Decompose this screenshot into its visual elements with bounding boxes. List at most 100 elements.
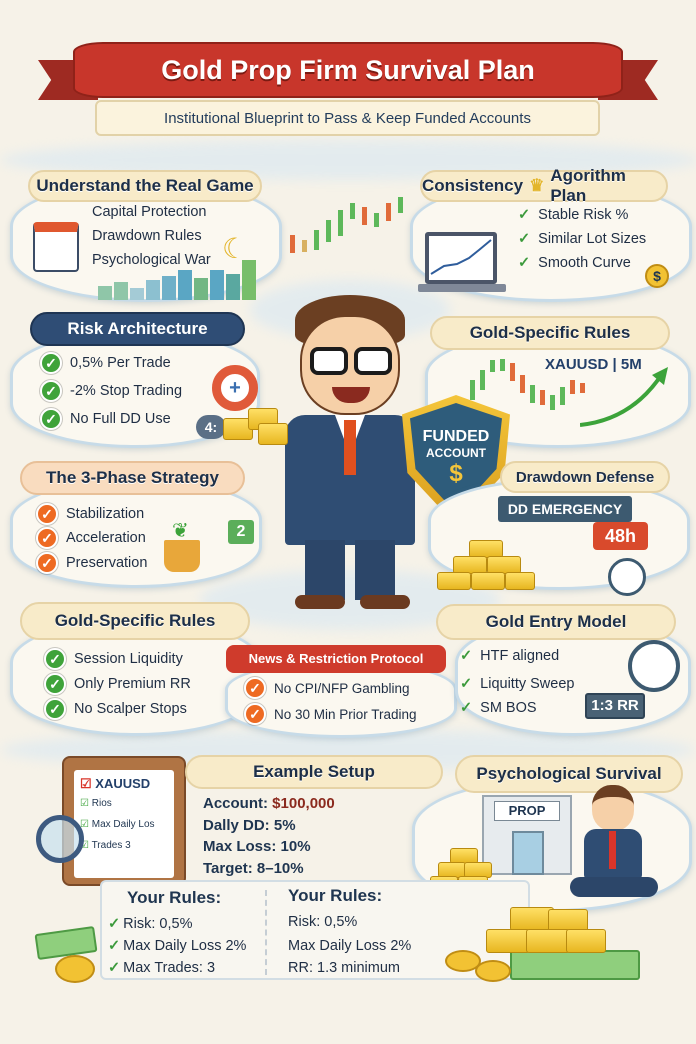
- entry-item: HTF aligned: [480, 648, 560, 664]
- gold-bars-held: [218, 398, 298, 448]
- prop-sign: PROP: [494, 801, 560, 821]
- check-circle-icon: ✓: [44, 673, 66, 695]
- three-phase-title: The 3-Phase Strategy: [20, 461, 245, 495]
- gold-rule-item: Only Premium RR: [74, 676, 191, 692]
- check-circle-icon: ✓: [36, 503, 58, 525]
- subtitle-box: Institutional Blueprint to Pass & Keep F…: [95, 100, 600, 136]
- check-icon: ✓: [460, 700, 473, 716]
- consistency-item: Stable Risk %: [538, 207, 629, 223]
- rules-left-item: Max Trades: 3: [123, 960, 216, 976]
- suit: [285, 415, 415, 545]
- gold-rule-item: No Scalper Stops: [74, 701, 187, 717]
- rules-right-title: Your Rules:: [288, 886, 383, 905]
- gold-bars-stack: [435, 540, 535, 592]
- rules-right-item: Risk: 0,5%: [288, 914, 358, 930]
- clipboard-item: ☑ Max Daily Los: [80, 819, 155, 830]
- calendar-icon: [33, 222, 79, 272]
- check-icon: ✓: [460, 676, 473, 692]
- phase-item: Preservation: [66, 555, 148, 571]
- shoe: [360, 595, 410, 609]
- face: [300, 315, 400, 415]
- gauge-icon: [628, 640, 680, 692]
- phase-item: Stabilization: [66, 506, 145, 522]
- clipboard-item: ☑ XAUUSD: [80, 776, 151, 791]
- entry-item: SM BOS: [480, 700, 537, 716]
- risk-item: 0,5% Per Trade: [70, 355, 171, 371]
- check-icon: ✓: [518, 255, 531, 271]
- up-arrow-icon: [580, 367, 668, 427]
- coin-icon: $: [645, 264, 669, 288]
- rr-badge: 1:3 RR: [585, 693, 645, 719]
- gold-rules-top-title: Gold-Specific Rules: [430, 316, 670, 350]
- risk-item: -2% Stop Trading: [70, 383, 183, 399]
- example-details: Account: $100,000 Dally DD: 5% Max Loss:…: [203, 793, 335, 879]
- example-line: Target: 8–10%: [203, 859, 304, 877]
- clipboard-item: ☑ Trades 3: [80, 840, 131, 851]
- check-circle-icon: ✓: [244, 703, 266, 725]
- real-game-item: Psychological War: [92, 252, 211, 268]
- prop-building: PROP: [482, 795, 572, 875]
- shield-line2: ACCOUNT: [426, 446, 486, 460]
- phase-tag: 2: [228, 520, 254, 544]
- account-value: $100,000: [272, 795, 335, 812]
- news-item: No 30 Min Prior Trading: [274, 706, 417, 722]
- check-circle-icon: ✓: [244, 677, 266, 699]
- gold-rules-bottom-title: Gold-Specific Rules: [20, 602, 250, 640]
- clipboard: ☑ XAUUSD ☑ Rios ☑ Max Daily Los ☑ Trades…: [62, 756, 186, 886]
- laptop-icon: [425, 232, 497, 284]
- consistency-item: Smooth Curve: [538, 255, 631, 271]
- check-icon: ✓: [518, 231, 531, 247]
- trader-character: [250, 290, 470, 610]
- page-title: Gold Prop Firm Survival Plan: [161, 54, 535, 85]
- check-circle-icon: ✓: [36, 527, 58, 549]
- check-circle-icon: ✓: [44, 698, 66, 720]
- real-game-item: Capital Protection: [92, 204, 207, 220]
- alarm-clock-icon: [608, 558, 646, 596]
- phase-item: Acceleration: [66, 530, 146, 546]
- bar-chart-decoration: [98, 254, 258, 300]
- plant-pot-icon: [164, 540, 200, 572]
- line-chart-icon: [430, 239, 492, 275]
- check-icon: ✓: [108, 938, 121, 954]
- sprout-icon: ❦: [172, 520, 189, 542]
- entry-item: Liquitty Sweep: [480, 676, 575, 692]
- lifebuoy-icon: +: [212, 365, 258, 411]
- check-icon: ✓: [460, 648, 473, 664]
- risk-title: Risk Architecture: [30, 312, 245, 346]
- leg-right: [355, 540, 395, 600]
- dollar-icon: $: [449, 460, 463, 487]
- risk-item: No Full DD Use: [70, 411, 171, 427]
- rules-right-item: Max Daily Loss 2%: [288, 938, 412, 954]
- news-item: No CPI/NFP Gambling: [274, 680, 410, 696]
- laptop-base: [418, 284, 506, 292]
- check-icon: ✓: [518, 207, 531, 223]
- clipboard-item: ☑ Rios: [80, 798, 112, 809]
- risk-badge: 4:: [196, 415, 226, 439]
- xauusd-label: XAUUSD | 5M: [545, 356, 642, 373]
- consistency-title: Consistency ♛ Agorithm Plan: [420, 166, 668, 205]
- news-title: News & Restriction Protocol: [226, 645, 446, 673]
- account-label: Account:: [203, 795, 268, 812]
- title-banner: Gold Prop Firm Survival Plan: [38, 42, 658, 108]
- check-circle-icon: ✓: [44, 648, 66, 670]
- timer-48h: 48h: [593, 522, 648, 550]
- consistency-title-rest: Agorithm Plan: [550, 166, 626, 205]
- leg-left: [305, 540, 345, 600]
- example-line: Dally DD: 5%: [203, 816, 296, 834]
- xauusd-chart: [470, 355, 670, 430]
- drawdown-title: Drawdown Defense: [500, 461, 670, 493]
- page-subtitle: Institutional Blueprint to Pass & Keep F…: [164, 109, 531, 127]
- rules-left-title: Your Rules:: [127, 888, 222, 907]
- rules-right-item: RR: 1.3 minimum: [288, 960, 400, 976]
- gold-bars-large: [445, 905, 640, 985]
- gold-rule-item: Session Liquidity: [74, 651, 183, 667]
- moon-icon: ☾: [222, 233, 248, 264]
- meditating-trader: [570, 785, 660, 905]
- candlestick-chart-decoration: [290, 195, 410, 265]
- psych-title: Psychological Survival: [455, 755, 683, 793]
- example-title: Example Setup: [185, 755, 443, 789]
- shield-line1: FUNDED: [422, 428, 490, 445]
- trophy-icon: ♛: [529, 176, 545, 195]
- real-game-item: Drawdown Rules: [92, 228, 202, 244]
- check-icon: ✓: [108, 916, 121, 932]
